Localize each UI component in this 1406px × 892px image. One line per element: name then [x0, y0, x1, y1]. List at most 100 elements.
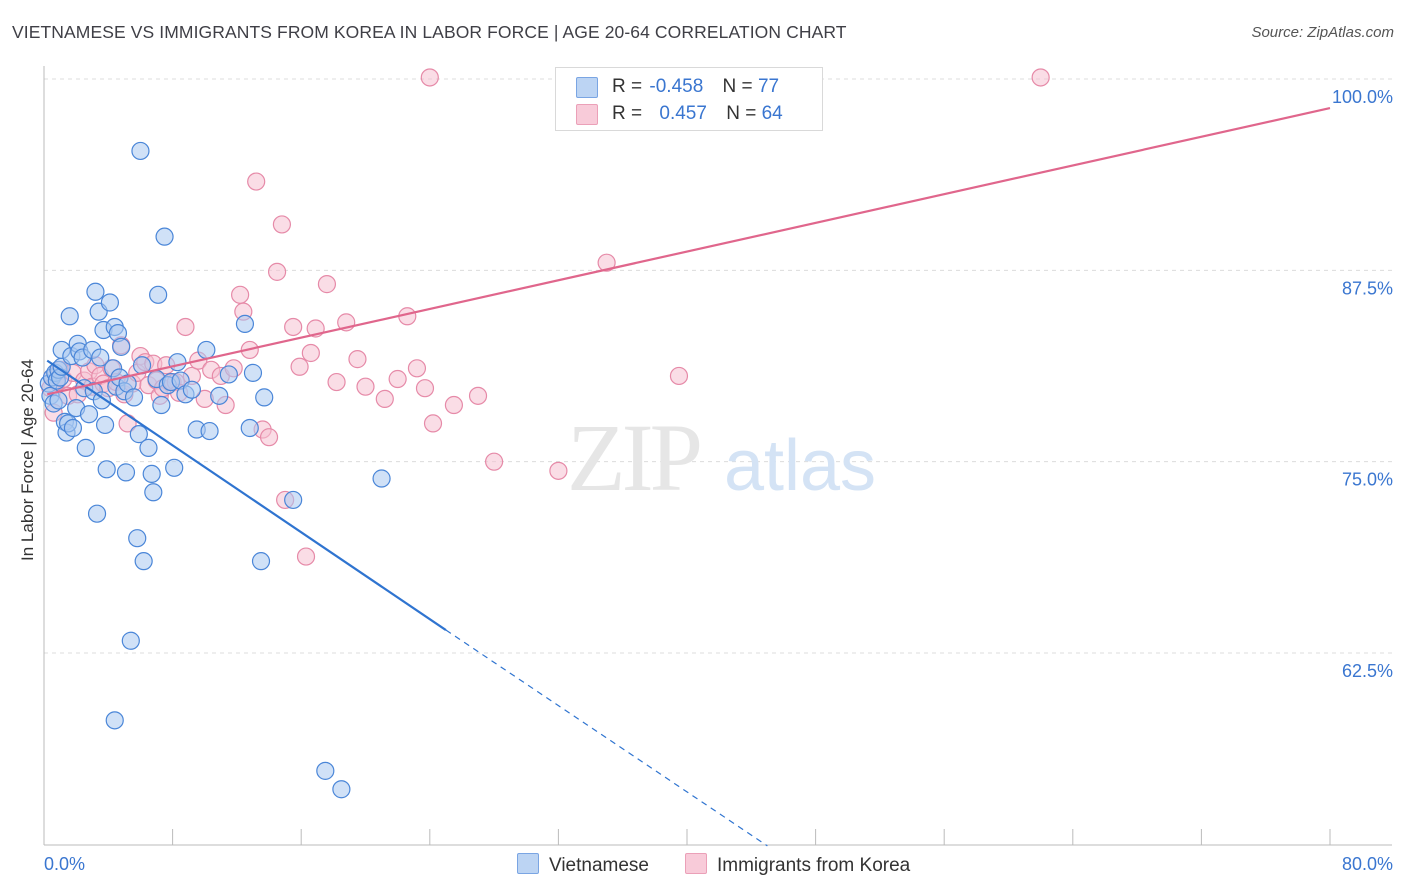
vietnamese-point: [210, 386, 229, 405]
vietnamese-point: [152, 395, 171, 415]
korea-point: [176, 317, 195, 337]
korea-point: [1031, 68, 1050, 87]
vietnamese-point: [92, 391, 111, 410]
gridlines: [44, 78, 1392, 654]
korea-point: [375, 389, 394, 409]
x-tick-label: 80.0%: [1342, 854, 1393, 874]
source-label: Source: ZipAtlas.com: [1251, 24, 1394, 41]
legend-n-value: 77: [757, 76, 780, 97]
vietnamese-point: [240, 418, 259, 438]
legend-n-label: N =: [722, 76, 753, 97]
korea-point: [327, 372, 346, 392]
korea-point: [259, 428, 279, 447]
vietnamese-point: [91, 348, 110, 367]
legend-swatch-pink: [576, 104, 598, 125]
vietnamese-point: [243, 363, 263, 382]
vietnamese-point: [60, 307, 79, 326]
vietnamese-trend-line: [46, 359, 447, 631]
y-tick-label: 87.5%: [1342, 278, 1393, 298]
y-tick-label: 75.0%: [1342, 470, 1393, 490]
korea-point: [296, 547, 316, 566]
vietnamese-point: [235, 314, 255, 334]
vietnamese-point: [134, 552, 153, 571]
vietnamese-point: [219, 365, 238, 384]
korea-point: [267, 262, 287, 281]
korea-point: [272, 215, 292, 234]
korea-point: [247, 172, 266, 191]
series-vietnamese-points: [39, 141, 391, 799]
vietnamese-point: [144, 483, 163, 502]
vietnamese-point: [87, 504, 107, 523]
vietnamese-point: [76, 438, 95, 457]
korea-point: [423, 414, 443, 433]
vietnamese-point: [182, 380, 201, 399]
vietnamese-point: [124, 388, 144, 407]
korea-point: [549, 461, 568, 480]
vietnamese-point: [200, 421, 219, 441]
vietnamese-point: [100, 293, 120, 312]
korea-point: [407, 359, 427, 378]
y-tick-label: 62.5%: [1342, 661, 1393, 681]
vietnamese-point: [86, 282, 105, 301]
vietnamese-point: [251, 552, 271, 571]
x-tick-label: 0.0%: [44, 854, 85, 874]
vietnamese-point: [95, 415, 115, 435]
legend-r-value: 0.457: [659, 103, 707, 124]
vietnamese-point: [372, 469, 391, 488]
korea-point: [231, 285, 250, 304]
vietnamese-point: [316, 761, 335, 780]
vietnamese-point: [105, 711, 124, 730]
watermark-zip: ZIP: [567, 404, 700, 511]
vietnamese-point: [332, 780, 351, 799]
korea-point: [301, 343, 320, 363]
vietnamese-point: [139, 438, 158, 457]
korea-point: [290, 357, 309, 376]
vietnamese-point: [284, 490, 303, 510]
korea-point: [348, 350, 367, 369]
watermark-atlas: atlas: [724, 426, 876, 506]
legend-r-label: R =: [612, 76, 643, 97]
legend-r-value: -0.458: [649, 76, 704, 97]
vietnamese-point: [149, 285, 168, 304]
trend-lines: [46, 107, 1331, 847]
bottom-legend-swatch-pink: [685, 853, 707, 874]
legend-r-label: R =: [612, 103, 643, 124]
korea-point: [415, 379, 435, 398]
bottom-legend-vietnamese: Vietnamese: [517, 853, 649, 877]
vietnamese-point: [155, 227, 174, 246]
y-axis-title: In Labor Force | Age 20-64: [18, 359, 37, 561]
korea-point: [485, 452, 504, 471]
axes: [43, 66, 1392, 846]
vietnamese-point: [121, 631, 140, 650]
chart-title: VIETNAMESE VS IMMIGRANTS FROM KOREA IN L…: [12, 22, 847, 42]
bottom-legend-swatch-blue: [517, 853, 539, 874]
vietnamese-point: [142, 464, 161, 484]
legend-n-value: 64: [761, 103, 783, 124]
korea-point: [356, 377, 375, 396]
tick-labels: 62.5% 75.0% 87.5% 100.0% 0.0% 80.0%: [44, 87, 1393, 874]
vietnamese-point: [116, 463, 136, 482]
vietnamese-point: [63, 418, 83, 438]
vietnamese-point: [129, 425, 148, 444]
korea-point: [388, 369, 407, 389]
vietnamese-point: [255, 388, 274, 407]
legend-swatch-blue: [576, 77, 598, 98]
korea-point: [468, 386, 488, 405]
vietnamese-point: [112, 337, 131, 356]
korea-point: [284, 317, 303, 337]
correlation-legend: R = -0.458 N = 77 R = 0.457 N = 64: [555, 67, 823, 131]
vietnamese-point: [128, 529, 147, 548]
bottom-legend-korea: Immigrants from Korea: [685, 853, 910, 877]
watermark: ZIP atlas: [567, 404, 876, 511]
vietnamese-trend-extension: [445, 629, 768, 847]
vietnamese-point: [168, 353, 187, 372]
bottom-legend-label: Immigrants from Korea: [717, 855, 911, 876]
y-tick-label: 100.0%: [1332, 87, 1393, 107]
series-korea-points: [41, 68, 1050, 566]
korea-point: [420, 68, 439, 87]
bottom-legend-label: Vietnamese: [549, 855, 649, 876]
korea-point: [669, 366, 689, 386]
korea-point: [317, 275, 337, 294]
vietnamese-point: [131, 141, 150, 161]
